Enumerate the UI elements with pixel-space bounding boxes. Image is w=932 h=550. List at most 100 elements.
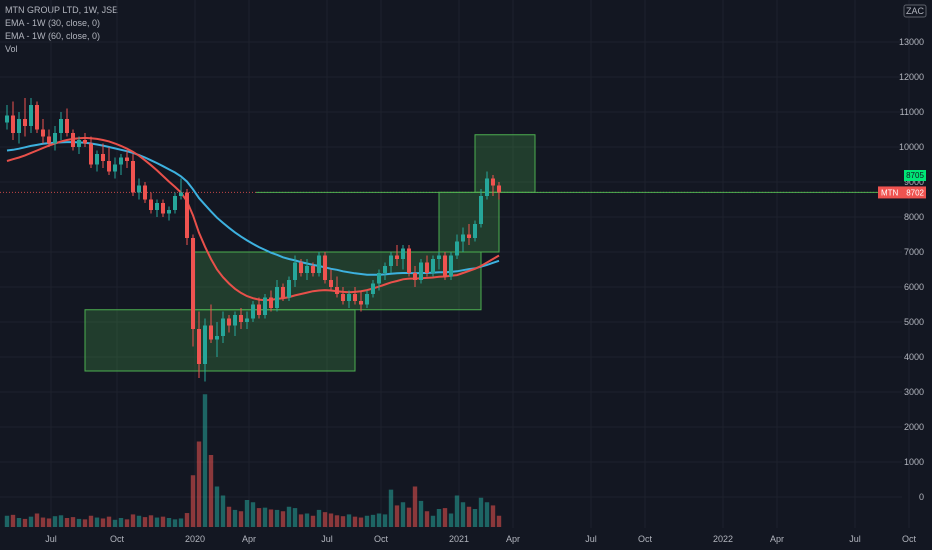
level-price-box — [904, 170, 926, 181]
volume-bar — [328, 513, 334, 527]
candle-body — [359, 301, 363, 305]
volume-bar — [94, 517, 100, 527]
candle — [197, 311, 201, 378]
candle-body — [221, 318, 225, 336]
candle — [365, 290, 369, 308]
volume-bar — [322, 512, 328, 527]
candle-body — [371, 283, 375, 294]
candle — [113, 157, 117, 179]
volume-bar — [418, 500, 424, 527]
candle — [425, 255, 429, 277]
candle — [287, 276, 291, 301]
volume-bar — [58, 515, 64, 527]
candle — [371, 280, 375, 298]
level-price-tag: 8705 — [904, 170, 926, 181]
candle — [101, 143, 105, 168]
volume-bar — [82, 519, 88, 527]
volume-bar — [412, 486, 418, 527]
candle-body — [317, 255, 321, 273]
x-tick-label: Apr — [242, 534, 256, 544]
candle-body — [287, 280, 291, 298]
volume-bar — [466, 506, 472, 527]
volume-bar — [496, 515, 502, 527]
volume-bar — [22, 518, 28, 527]
candle-body — [389, 255, 393, 266]
candle — [479, 189, 483, 228]
x-tick-label: Jul — [849, 534, 861, 544]
candle-body — [137, 185, 141, 193]
candle — [17, 112, 21, 144]
candle — [377, 269, 381, 291]
candle — [161, 199, 165, 217]
zone-rectangles[interactable] — [84, 134, 536, 372]
candle — [407, 245, 411, 277]
candle-body — [245, 318, 249, 322]
volume-bar — [196, 441, 202, 527]
legend-ema60[interactable]: EMA - 1W (60, close, 0) — [5, 31, 101, 41]
last-price-box — [878, 186, 926, 199]
volume-bar — [112, 519, 118, 527]
legend-ema30[interactable]: EMA - 1W (30, close, 0) — [5, 18, 101, 28]
candle-body — [281, 287, 285, 298]
candle-body — [125, 157, 129, 161]
volume-bar — [424, 511, 430, 527]
candle — [215, 322, 219, 357]
legend-vol[interactable]: Vol — [5, 44, 18, 54]
x-tick-label: Oct — [638, 534, 653, 544]
volume-bar — [262, 507, 268, 527]
candle — [83, 133, 87, 147]
candle-body — [185, 192, 189, 238]
volume-bar — [448, 513, 454, 527]
x-tick-label: Oct — [374, 534, 389, 544]
zone-rectangle-1[interactable] — [84, 309, 356, 372]
candle — [413, 266, 417, 287]
candle — [107, 147, 111, 175]
volume-bar — [406, 507, 412, 527]
candle-body — [89, 143, 93, 165]
candle-body — [65, 119, 69, 133]
candle — [11, 101, 15, 140]
legend-title[interactable]: MTN GROUP LTD, 1W, JSE — [5, 5, 119, 15]
candle — [491, 175, 495, 196]
candle — [23, 98, 27, 137]
volume-bar — [376, 513, 382, 527]
y-tick-label: 6000 — [904, 282, 924, 292]
volume-bar — [76, 518, 82, 527]
candle — [359, 290, 363, 312]
x-tick-label: Apr — [506, 534, 520, 544]
volume-bar — [40, 517, 46, 527]
candle-body — [155, 203, 159, 210]
x-tick-label: 2020 — [185, 534, 205, 544]
candle — [71, 129, 75, 151]
grid-lines — [0, 0, 910, 528]
candle-body — [425, 262, 429, 273]
x-tick-label: Oct — [902, 534, 917, 544]
candle-body — [263, 297, 267, 315]
candle — [275, 280, 279, 312]
candle — [335, 276, 339, 298]
y-tick-label: 2000 — [904, 422, 924, 432]
candle-body — [293, 262, 297, 280]
candle-body — [251, 304, 255, 319]
candle — [473, 220, 477, 242]
candle-body — [455, 241, 459, 256]
volume-bar — [70, 517, 76, 527]
candle — [35, 101, 39, 133]
level-price-text: 8705 — [906, 171, 924, 180]
x-tick-label: Oct — [110, 534, 125, 544]
candle — [59, 112, 63, 140]
candle — [233, 311, 237, 336]
candle — [383, 262, 387, 280]
volume-bar — [304, 513, 310, 527]
volume-bar — [10, 514, 16, 527]
candle-body — [497, 185, 501, 193]
volume-bars — [4, 394, 502, 527]
last-price-tag: MTN 8702 — [878, 186, 926, 199]
volume-bar — [88, 515, 94, 527]
y-tick-label: 1000 — [904, 457, 924, 467]
candle-body — [119, 157, 123, 165]
candle-body — [83, 140, 87, 144]
zone-rectangle-4[interactable] — [474, 134, 536, 193]
candle — [143, 182, 147, 203]
